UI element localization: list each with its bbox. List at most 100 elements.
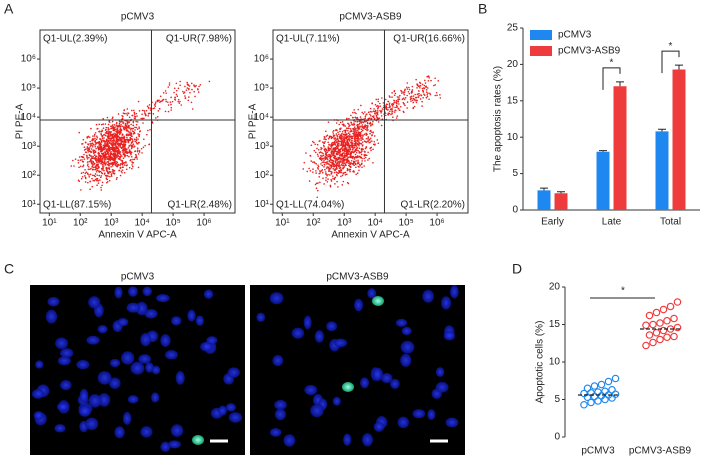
- event-dot: [170, 106, 173, 109]
- event-dot: [357, 108, 360, 111]
- event-dot: [91, 139, 93, 142]
- event-dot: [131, 127, 133, 130]
- event-dot: [317, 164, 319, 166]
- event-dot: [122, 122, 124, 125]
- event-dot: [358, 144, 360, 147]
- event-dot: [348, 133, 351, 136]
- event-dot: [162, 98, 165, 101]
- event-dot: [146, 133, 148, 136]
- event-dot: [84, 172, 87, 175]
- event-dot: [412, 101, 415, 104]
- event-dot: [352, 132, 354, 135]
- event-dot: [345, 129, 347, 132]
- event-dot: [136, 150, 139, 153]
- event-dot: [109, 151, 112, 153]
- nucleus: [326, 321, 338, 332]
- event-dot: [355, 137, 358, 140]
- nucleus: [449, 285, 459, 299]
- event-dot: [303, 161, 306, 164]
- event-dot: [381, 108, 384, 110]
- data-point: [652, 308, 661, 317]
- event-dot: [318, 176, 321, 178]
- event-dot: [90, 127, 92, 130]
- significance-bracket: [602, 67, 621, 90]
- event-dot: [325, 154, 328, 157]
- event-dot: [342, 172, 345, 175]
- event-dot: [330, 152, 333, 154]
- event-dot: [398, 109, 401, 112]
- nucleus: [422, 289, 435, 303]
- data-point: [601, 395, 609, 404]
- event-dot: [338, 154, 341, 157]
- nucleus: [35, 360, 44, 369]
- event-dot: [410, 100, 412, 102]
- event-dot: [101, 184, 103, 187]
- event-dot: [350, 159, 353, 162]
- y-tick-label: 0: [554, 432, 560, 443]
- event-dot: [129, 139, 131, 142]
- event-dot: [332, 153, 335, 156]
- event-dot: [328, 163, 330, 166]
- event-dot: [376, 113, 379, 116]
- event-dot: [387, 113, 389, 116]
- event-dot: [186, 83, 189, 86]
- event-dot: [353, 164, 355, 167]
- event-dot: [421, 87, 424, 90]
- event-dot: [378, 102, 381, 105]
- panel-label: B: [478, 1, 487, 17]
- event-dot: [121, 134, 124, 136]
- event-dot: [97, 158, 100, 160]
- event-dot: [347, 132, 350, 134]
- event-dot: [111, 137, 114, 139]
- event-dot: [339, 121, 342, 124]
- event-dot: [73, 165, 75, 167]
- event-dot: [350, 139, 353, 142]
- event-dot: [136, 149, 139, 151]
- event-dot: [122, 121, 125, 123]
- event-dot: [91, 138, 94, 140]
- event-dot: [117, 129, 119, 132]
- event-dot: [81, 160, 84, 163]
- event-dot: [333, 178, 336, 181]
- event-dot: [314, 162, 316, 164]
- event-dot: [336, 134, 338, 137]
- event-dot: [130, 133, 133, 135]
- event-dot: [358, 147, 361, 150]
- event-dot: [121, 117, 124, 120]
- event-dot: [179, 80, 181, 83]
- event-dot: [363, 126, 366, 129]
- event-dot: [310, 160, 313, 162]
- event-dot: [109, 139, 111, 141]
- y-tick-label: 10⁵: [254, 83, 269, 94]
- event-dot: [330, 145, 333, 148]
- event-dot: [97, 163, 100, 166]
- event-dot: [89, 140, 92, 143]
- event-dot: [349, 140, 351, 142]
- event-dot: [374, 112, 376, 115]
- data-point: [659, 305, 668, 314]
- event-dot: [377, 100, 379, 103]
- event-dot: [369, 117, 371, 120]
- event-dot: [111, 140, 114, 142]
- data-point: [670, 314, 678, 323]
- event-dot: [353, 126, 356, 128]
- event-dot: [158, 99, 160, 102]
- event-dot: [320, 159, 323, 162]
- nucleus: [117, 317, 129, 327]
- event-dot: [327, 178, 329, 180]
- event-dot: [395, 99, 398, 102]
- event-dot: [100, 149, 103, 151]
- event-dot: [347, 141, 349, 144]
- event-dot: [113, 124, 116, 126]
- event-dot: [148, 143, 151, 145]
- event-dot: [354, 129, 356, 132]
- event-dot: [428, 98, 430, 101]
- event-dot: [348, 125, 350, 128]
- event-dot: [96, 165, 99, 167]
- event-dot: [138, 151, 141, 153]
- event-dot: [326, 181, 329, 183]
- event-dot: [315, 187, 318, 190]
- event-dot: [350, 151, 353, 154]
- nucleus: [412, 409, 426, 419]
- event-dot: [369, 137, 372, 140]
